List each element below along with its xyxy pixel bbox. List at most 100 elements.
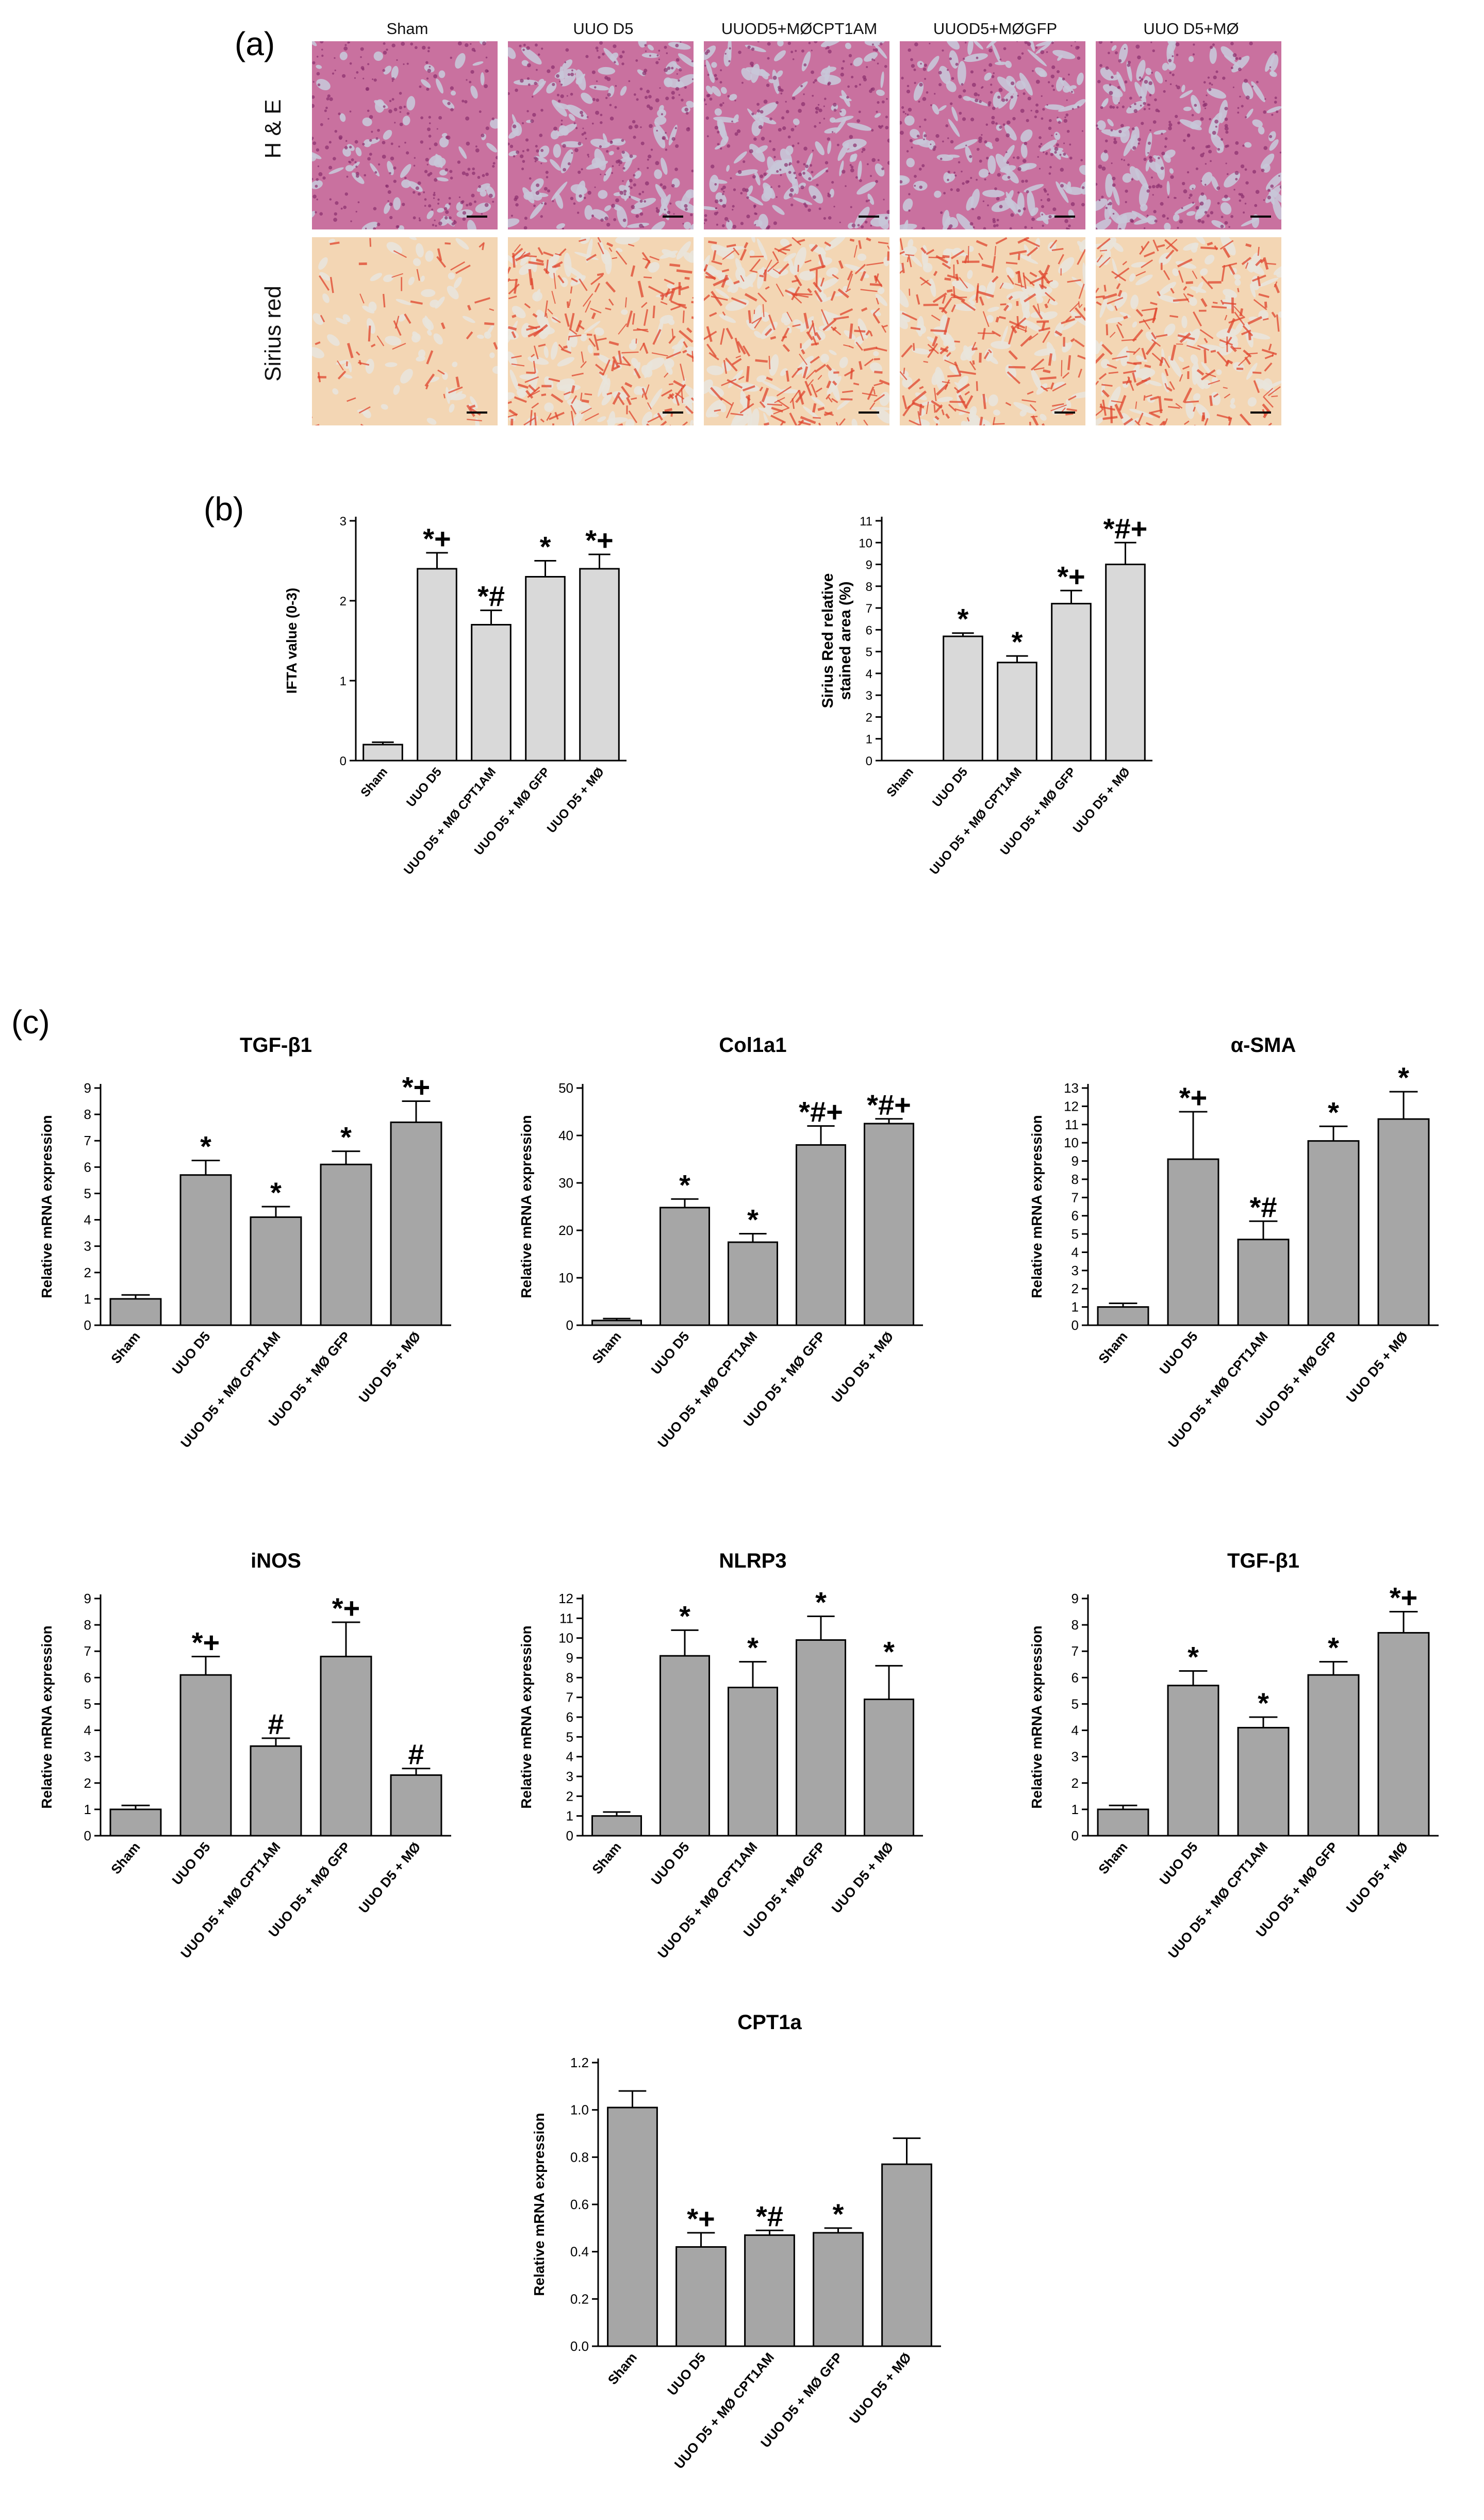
tgfb1-a-category-label: Sham: [108, 1329, 143, 1367]
asma-significance-label: *: [1328, 1096, 1339, 1128]
sirius-y-tick-label: 3: [866, 689, 872, 703]
nlrp3-y-tick-label: 7: [566, 1690, 573, 1705]
asma-y-tick-label: 5: [1071, 1226, 1079, 1242]
asma-bar: [1377, 1118, 1430, 1326]
col1a1-y-tick-label: 10: [558, 1270, 573, 1286]
tgfb1-b-significance-label: *: [1258, 1687, 1269, 1719]
ifta-significance-label: *+: [585, 524, 614, 556]
asma-y-tick-label: 7: [1071, 1190, 1079, 1205]
nlrp3-y-tick-label: 4: [566, 1749, 573, 1765]
tgfb1-a-bar: [250, 1216, 302, 1326]
sirius-y-tick-label: 7: [866, 602, 872, 616]
asma-y-tick-label: 2: [1071, 1281, 1079, 1296]
micrograph-he-3: [900, 41, 1085, 229]
col1a1-category-label: UUO D5 + MØ: [829, 1329, 897, 1406]
asma-y-tick-label: 4: [1071, 1244, 1079, 1260]
tgfb1-a-y-label: Relative mRNA expression: [39, 1115, 55, 1298]
ifta-significance-label: *+: [423, 522, 451, 555]
micrograph-sirius-1: [508, 237, 694, 425]
nlrp3-bar: [863, 1699, 915, 1837]
inos-y-label: Relative mRNA expression: [39, 1625, 55, 1808]
sirius-bar: [1051, 603, 1092, 762]
cpt1a-y-tick-label: 0.0: [570, 2338, 589, 2354]
asma-y-tick-label: 8: [1071, 1172, 1079, 1187]
ifta-bar: [579, 568, 620, 762]
panel-b-label: (b): [204, 490, 244, 528]
sirius-y-tick-label: 8: [866, 580, 872, 594]
cpt1a-significance-label: *: [833, 2198, 844, 2230]
tgfb1-a-category-label: UUO D5: [169, 1329, 213, 1378]
nlrp3-y-tick-label: 10: [558, 1630, 573, 1646]
cpt1a-category-label: UUO D5: [664, 2350, 708, 2399]
sirius-bar: [997, 662, 1037, 762]
asma-bar: [1167, 1158, 1219, 1326]
ifta-y-tick-label: 0: [340, 754, 347, 768]
tgfb1-a-y-tick-label: 7: [84, 1133, 91, 1148]
col1a1-significance-label: *#+: [867, 1089, 911, 1121]
sirius-y-tick-label: 5: [866, 646, 872, 660]
cpt1a-category-label: UUO D5 + MØ: [846, 2350, 914, 2427]
nlrp3-bar: [659, 1655, 711, 1837]
cpt1a-y-tick-label: 0.4: [570, 2244, 589, 2260]
sirius-significance-label: *: [1012, 625, 1023, 658]
inos-title: iNOS: [251, 1550, 301, 1572]
tgfb1-b-y-tick-label: 1: [1071, 1802, 1079, 1817]
col1a1-bar: [727, 1241, 779, 1326]
cpt1a-bar: [881, 2163, 932, 2347]
tgfb1-b-category-label: UUO D5 + MØ: [1343, 1839, 1411, 1916]
tgfb1-b-y-tick-label: 3: [1071, 1749, 1079, 1765]
col1a1-y-tick-label: 30: [558, 1175, 573, 1191]
asma-y-tick-label: 1: [1071, 1299, 1079, 1315]
ifta-y-tick-label: 2: [340, 595, 347, 608]
sirius-y-tick-label: 6: [866, 623, 872, 637]
col1a1-y-tick-label: 0: [566, 1317, 573, 1333]
micrograph-sirius-4: [1096, 237, 1281, 425]
nlrp3-y-tick-label: 0: [566, 1828, 573, 1843]
col1a1-title: Col1a1: [719, 1034, 786, 1057]
asma-bar: [1237, 1239, 1290, 1326]
cpt1a-category-label: Sham: [605, 2350, 640, 2388]
micrograph-images: [312, 41, 1281, 425]
inos-bar: [390, 1774, 442, 1837]
inos-chart-group: iNOS 0 1 2 3 4 5 6 7 8 9 Relative mRNA expression Sh…: [39, 1550, 451, 1961]
sirius-y-tick-label: 4: [866, 667, 872, 681]
tgfb1-a-y-tick-label: 4: [84, 1212, 91, 1228]
tgfb1-b-y-tick-label: 7: [1071, 1643, 1079, 1659]
tgfb1-b-chart-group: TGF-β1 0 1 2 3 4 5 6 7 8 9 Relative mRNA expression…: [1029, 1550, 1439, 1961]
column-label-uuo-d5: UUO D5: [573, 20, 634, 38]
nlrp3-y-tick-label: 2: [566, 1788, 573, 1804]
nlrp3-bar: [591, 1815, 642, 1837]
nlrp3-bar: [795, 1639, 847, 1837]
tgfb1-a-y-tick-label: 8: [84, 1107, 91, 1122]
inos-y-tick-label: 1: [84, 1802, 91, 1817]
tgfb1-a-y-tick-label: 6: [84, 1159, 91, 1175]
cpt1a-y-tick-label: 0.2: [570, 2291, 589, 2307]
tgfb1-a-y-tick-label: 3: [84, 1239, 91, 1254]
nlrp3-y-tick-label: 1: [566, 1808, 573, 1824]
asma-bar: [1307, 1140, 1360, 1326]
asma-bar: [1097, 1306, 1149, 1326]
inos-y-tick-label: 9: [84, 1591, 91, 1606]
inos-significance-label: *+: [332, 1592, 360, 1624]
cpt1a-significance-label: *#: [756, 2200, 783, 2232]
asma-title: α-SMA: [1231, 1034, 1296, 1057]
sirius-category-label: UUO D5: [930, 765, 970, 810]
tgfb1-a-y-tick-label: 2: [84, 1265, 91, 1280]
nlrp3-category-label: UUO D5: [648, 1839, 692, 1888]
tgfb1-a-significance-label: *: [200, 1130, 211, 1163]
col1a1-significance-label: *#+: [799, 1096, 843, 1128]
tgfb1-a-y-tick-label: 0: [84, 1317, 91, 1333]
cpt1a-y-tick-label: 1.0: [570, 2102, 589, 2118]
sirius-y-label-line: stained area (%): [837, 581, 854, 700]
col1a1-chart-group: Col1a1 0 10 20 30 40 50 Relative mRNA expressio…: [518, 1034, 923, 1451]
micrograph-sirius-0: [312, 237, 498, 425]
ifta-y-tick-label: 1: [340, 674, 347, 688]
tgfb1-a-bar: [320, 1163, 372, 1326]
tgfb1-b-bar: [1097, 1808, 1149, 1837]
col1a1-significance-label: *: [679, 1168, 690, 1201]
inos-bar: [320, 1655, 372, 1837]
tgfb1-b-bar: [1307, 1674, 1360, 1837]
sirius-significance-label: *+: [1057, 560, 1085, 592]
